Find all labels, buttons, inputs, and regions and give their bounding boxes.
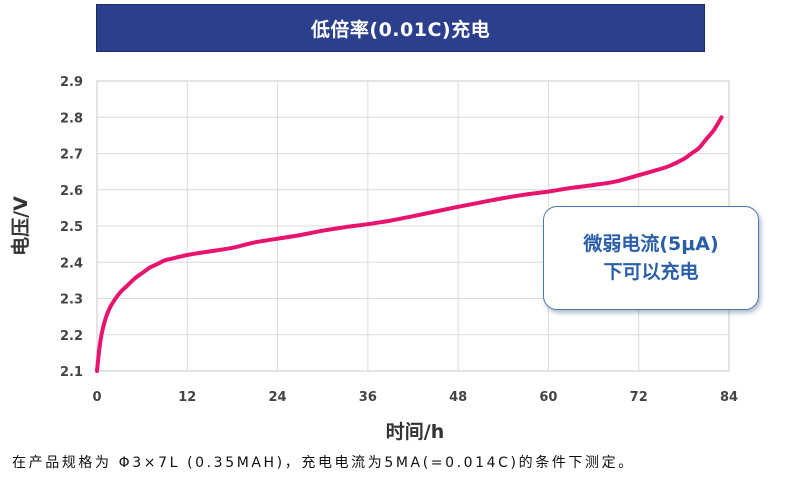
callout-line-2: 下可以充电 — [603, 261, 699, 283]
y-tick-label: 2.4 — [60, 256, 83, 271]
x-tick-label: 84 — [720, 390, 738, 405]
y-axis-title: 电压/V — [9, 196, 32, 256]
y-tick-label: 2.6 — [60, 184, 83, 199]
x-tick-label: 36 — [359, 390, 377, 405]
footnote: 在产品规格为 Φ3×7L (0.35MAH)，充电电流为5MA(=0.014C)… — [12, 455, 635, 471]
y-tick-label: 2.1 — [60, 365, 83, 380]
x-tick-label: 0 — [92, 390, 101, 405]
y-tick-label: 2.3 — [60, 293, 83, 308]
y-tick-label: 2.7 — [60, 148, 83, 163]
annotation-callout: 微弱电流(5μA) 下可以充电 — [543, 206, 759, 310]
tick-labels: 0 12 24 36 48 60 72 84 2.1 2.2 2.3 2.4 2.5 2.6 2.7 2.8 2… — [60, 75, 738, 405]
callout-line-1: 微弱电流(5μA) — [583, 233, 719, 255]
chart-title: 低倍率(0.01C)充电 — [96, 4, 705, 52]
x-tick-label: 24 — [269, 390, 287, 405]
x-tick-label: 72 — [630, 390, 648, 405]
y-tick-label: 2.2 — [60, 329, 83, 344]
x-tick-label: 60 — [539, 390, 557, 405]
x-tick-label: 12 — [178, 390, 196, 405]
x-axis-title: 时间/h — [386, 421, 444, 443]
y-tick-label: 2.8 — [60, 111, 83, 126]
voltage-curve — [95, 115, 724, 373]
x-tick-label: 48 — [449, 390, 467, 405]
y-tick-label: 2.5 — [60, 220, 83, 235]
y-tick-label: 2.9 — [60, 75, 83, 90]
